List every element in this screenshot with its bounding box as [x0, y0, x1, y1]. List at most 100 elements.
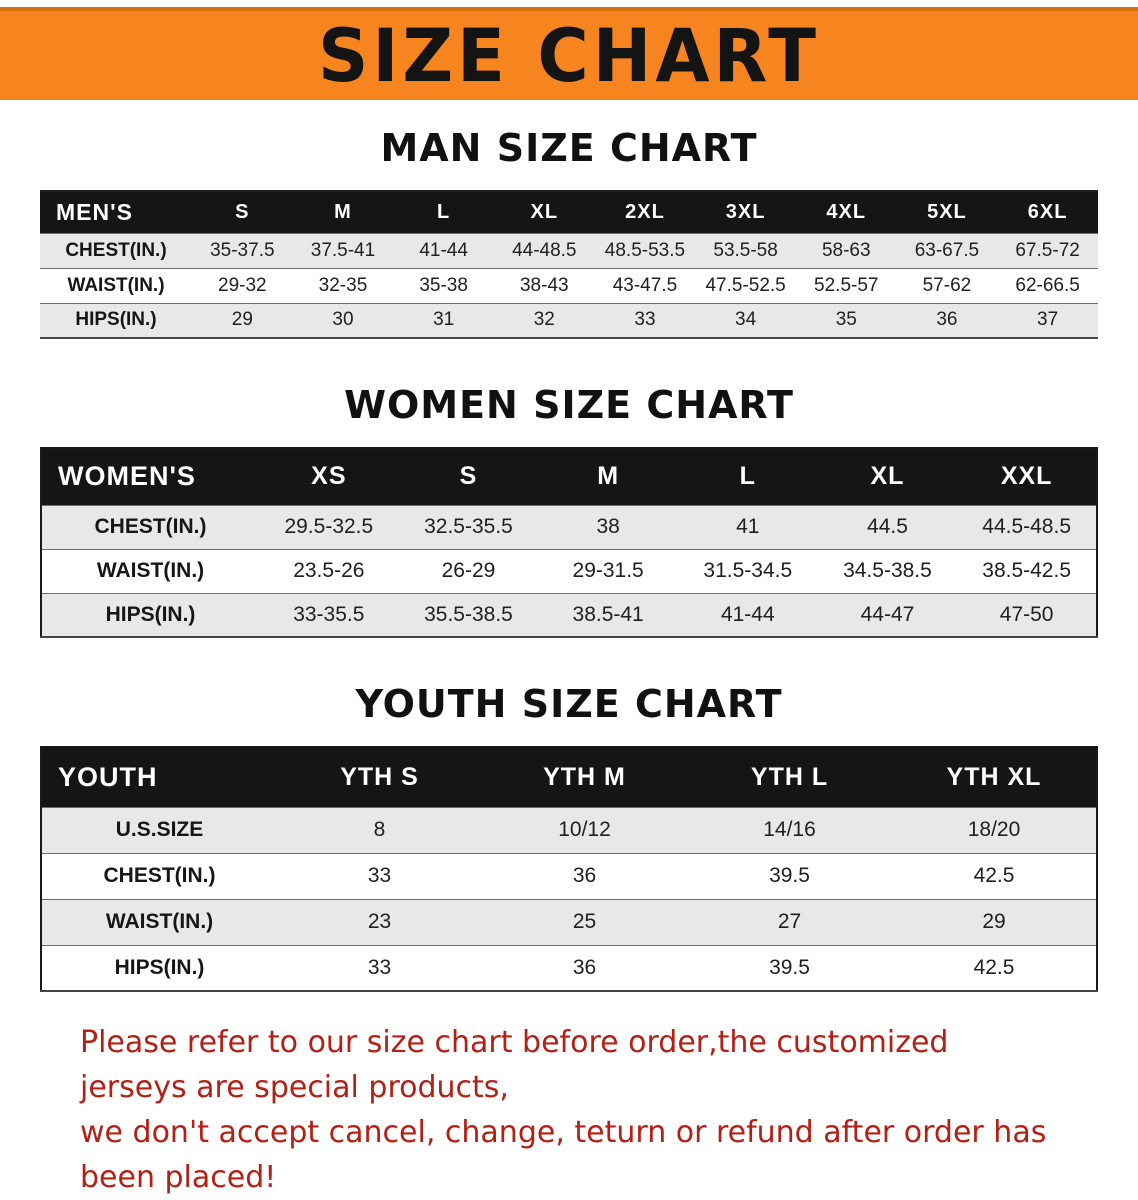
size-value: 30: [332, 309, 354, 331]
row-label: HIPS(IN.): [114, 955, 205, 979]
size-value: 62-66.5: [1015, 274, 1080, 296]
size-value: 47-50: [999, 602, 1054, 626]
size-value: 29: [982, 910, 1006, 933]
size-value: 14/16: [763, 818, 816, 841]
notice-line-2: we don't accept cancel, change, teturn o…: [80, 1115, 1047, 1195]
size-value: 42.5: [973, 955, 1015, 979]
size-value: 38-43: [519, 274, 569, 296]
size-value: 37: [1037, 309, 1059, 331]
table-row: CHEST(IN.) 35-37.5 37.5-41 41-44 44-48.5 48.5…: [40, 233, 1098, 268]
table-title-cell: YOUTH: [41, 747, 277, 807]
banner: SIZE CHART: [0, 7, 1138, 100]
size-value: 42.5: [973, 864, 1015, 887]
table-title-cell: WOMEN'S: [41, 448, 259, 505]
row-label: U.S.SIZE: [115, 818, 204, 841]
page-title: SIZE CHART: [317, 12, 821, 99]
size-table: YOUTH YTH S YTH M YTH L YTH XL U.S.SIZE 8 10/12…: [40, 746, 1098, 992]
size-value: 26-29: [441, 559, 496, 582]
sections-container: MAN SIZE CHART MEN'S S M L XL 2XL 3XL 4XL 5XL 6XL C…: [40, 126, 1098, 992]
row-label: HIPS(IN.): [75, 309, 157, 331]
size-value: 44.5: [867, 515, 908, 538]
size-value: 36: [936, 309, 958, 331]
size-value: 32: [533, 309, 555, 331]
table-title-cell: MEN'S: [40, 191, 192, 233]
row-label: CHEST(IN.): [65, 239, 167, 261]
size-table: WOMEN'S XS S M L XL XXL CHEST(IN.) 29.5-32.5 32.5…: [40, 447, 1098, 638]
size-value: 35.5-38.5: [424, 602, 513, 626]
size-value: 33: [367, 864, 392, 887]
size-value: 34.5-38.5: [843, 559, 932, 582]
column-header: XL: [493, 191, 595, 233]
table-row: U.S.SIZE 8 10/12 14/16 18/20: [41, 807, 1097, 853]
size-value: 43-47.5: [612, 274, 678, 296]
size-value: 39.5: [769, 955, 810, 979]
size-value: 44.5-48.5: [982, 515, 1072, 538]
size-value: 38.5-41: [572, 602, 644, 626]
column-header: YTH M: [482, 747, 687, 807]
column-header: XS: [259, 448, 399, 505]
size-value: 67.5-72: [1015, 239, 1080, 261]
size-value: 41: [736, 515, 760, 538]
table-header-row: MEN'S S M L XL 2XL 3XL 4XL 5XL 6XL: [40, 191, 1098, 233]
size-value: 44-47: [860, 602, 915, 626]
section-heading: MAN SIZE CHART: [380, 126, 758, 170]
column-header: YTH S: [277, 747, 482, 807]
size-value: 33: [634, 309, 656, 331]
size-value: 23: [367, 910, 392, 933]
table-row: WAIST(IN.) 29-32 32-35 35-38 38-43 43-47.5 47.…: [40, 268, 1098, 303]
size-value: 36: [572, 955, 597, 979]
row-label: WAIST(IN.): [96, 559, 205, 582]
size-value: 35: [835, 309, 857, 331]
size-value: 33: [367, 955, 392, 979]
column-header: S: [398, 448, 539, 505]
size-value: 29.5-32.5: [284, 515, 374, 538]
size-value: 32.5-35.5: [424, 515, 513, 538]
column-header: XXL: [957, 448, 1097, 505]
row-label: CHEST(IN.): [103, 864, 216, 887]
table-header-row: WOMEN'S XS S M L XL XXL: [41, 448, 1097, 505]
table-row: WAIST(IN.) 23.5-26 26-29 29-31.5 31.5-34.5 34…: [41, 549, 1097, 593]
size-value: 52.5-57: [814, 274, 879, 296]
row-label: HIPS(IN.): [105, 602, 196, 626]
size-value: 57-62: [922, 274, 972, 296]
column-header: YTH L: [687, 747, 892, 807]
table-row: CHEST(IN.) 33 36 39.5 42.5: [41, 853, 1097, 899]
size-value: 31: [433, 309, 455, 331]
row-label: WAIST(IN.): [105, 910, 214, 933]
size-table: MEN'S S M L XL 2XL 3XL 4XL 5XL 6XL CHEST(IN.) 35-37…: [40, 190, 1098, 339]
column-header: S: [192, 191, 293, 233]
size-value: 31.5-34.5: [703, 559, 793, 582]
column-header: M: [292, 191, 394, 233]
size-value: 36: [572, 864, 597, 887]
size-value: 38.5-42.5: [982, 559, 1072, 582]
table-row: HIPS(IN.) 33 36 39.5 42.5: [41, 945, 1097, 991]
size-value: 23.5-26: [293, 559, 365, 582]
size-value: 63-67.5: [914, 239, 980, 261]
column-header: 4XL: [795, 191, 897, 233]
size-value: 10/12: [558, 818, 611, 841]
column-header: XL: [817, 448, 958, 505]
column-header: L: [677, 448, 818, 505]
size-value: 29: [231, 309, 253, 331]
column-header: L: [393, 191, 494, 233]
size-value: 38: [596, 515, 620, 538]
content: MAN SIZE CHART MEN'S S M L XL 2XL 3XL 4XL 5XL 6XL C…: [0, 126, 1138, 1200]
table-row: HIPS(IN.) 33-35.5 35.5-38.5 38.5-41 41-44 44-…: [41, 593, 1097, 637]
size-value: 58-63: [821, 239, 871, 261]
section-heading: YOUTH SIZE CHART: [355, 682, 783, 726]
column-header: 2XL: [594, 191, 696, 233]
footer-notice: Please refer to our size chart before or…: [80, 1020, 1058, 1200]
size-value: 35-38: [419, 274, 468, 296]
size-value: 29-32: [218, 274, 267, 296]
row-label: CHEST(IN.): [94, 515, 207, 538]
column-header: M: [538, 448, 678, 505]
row-label: WAIST(IN.): [67, 274, 165, 296]
size-value: 35-37.5: [210, 239, 275, 261]
size-value: 44-48.5: [512, 239, 577, 261]
size-value: 53.5-58: [713, 239, 778, 261]
table-row: WAIST(IN.) 23 25 27 29: [41, 899, 1097, 945]
size-value: 34: [735, 309, 757, 331]
size-value: 39.5: [769, 864, 810, 887]
table-row: CHEST(IN.) 29.5-32.5 32.5-35.5 38 41 44.5 44.5…: [41, 505, 1097, 549]
size-value: 41-44: [419, 239, 468, 261]
